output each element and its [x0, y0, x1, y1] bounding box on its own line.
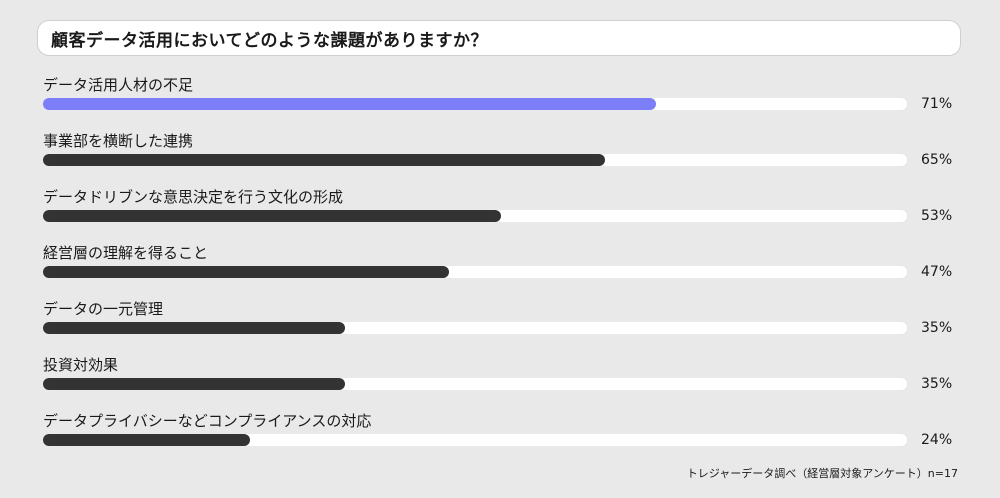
bar-track: [43, 210, 907, 222]
bar-track: [43, 266, 907, 278]
bar-category-label: 投資対効果: [43, 356, 119, 374]
bar-fill: [43, 378, 345, 390]
bar-item: 事業部を横断した連携 65%: [43, 131, 963, 171]
bar-category-label: データプライバシーなどコンプライアンスの対応: [43, 412, 372, 430]
bar-category-label: データの一元管理: [43, 300, 164, 318]
bar-item: データ活用人材の不足 71%: [43, 75, 963, 115]
bar-category-label: 経営層の理解を得ること: [43, 244, 209, 262]
bar-value-label: 71%: [921, 96, 953, 112]
bar-item: データの一元管理 35%: [43, 299, 963, 339]
bar-item: データプライバシーなどコンプライアンスの対応 24%: [43, 411, 963, 451]
bar-item: 投資対効果 35%: [43, 355, 963, 395]
bar-category-label: 事業部を横断した連携: [43, 132, 194, 150]
bar-fill: [43, 154, 605, 166]
bar-value-label: 47%: [921, 264, 953, 280]
bar-category-label: データ活用人材の不足: [43, 76, 194, 94]
bar-value-label: 35%: [921, 376, 953, 392]
question-title: 顧客データ活用においてどのような課題がありますか？: [51, 30, 488, 51]
source-note: トレジャーデータ調べ（経営層対象アンケート）n=17: [686, 467, 958, 480]
bar-fill: [43, 434, 250, 446]
bar-fill: [43, 98, 656, 110]
bar-track: [43, 154, 907, 166]
bar-value-label: 65%: [921, 152, 953, 168]
bar-item: 経営層の理解を得ること 47%: [43, 243, 963, 283]
bar-track: [43, 434, 907, 446]
bar-item: データドリブンな意思決定を行う文化の形成 53%: [43, 187, 963, 227]
bar-category-label: データドリブンな意思決定を行う文化の形成: [43, 188, 344, 206]
bar-value-label: 24%: [921, 432, 953, 448]
bar-fill: [43, 322, 345, 334]
bar-value-label: 53%: [921, 208, 953, 224]
bar-track: [43, 322, 907, 334]
question-box: 顧客データ活用においてどのような課題がありますか？: [37, 20, 961, 56]
bar-value-label: 35%: [921, 320, 953, 336]
bar-fill: [43, 266, 449, 278]
bar-track: [43, 378, 907, 390]
bar-track: [43, 98, 907, 110]
bar-fill: [43, 210, 501, 222]
